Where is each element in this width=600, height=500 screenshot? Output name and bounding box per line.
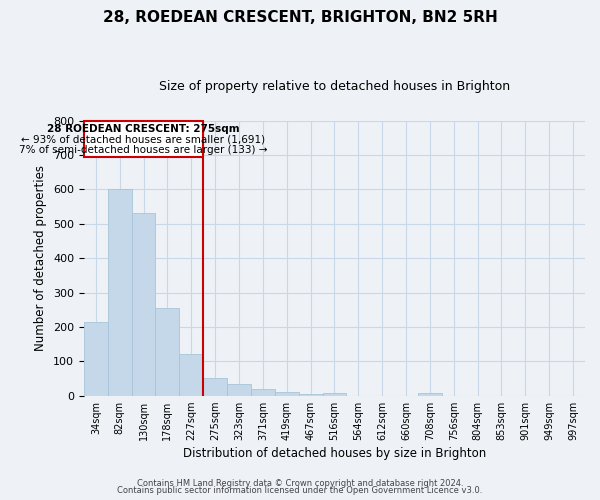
Bar (131, 214, 155, 396)
Bar (251, 389, 275, 396)
Bar (203, 378, 227, 396)
Bar (299, 394, 323, 396)
FancyBboxPatch shape (84, 120, 203, 156)
Bar (108, 190, 131, 396)
Text: ← 93% of detached houses are smaller (1,691): ← 93% of detached houses are smaller (1,… (22, 134, 266, 144)
X-axis label: Distribution of detached houses by size in Brighton: Distribution of detached houses by size … (183, 447, 486, 460)
Text: 7% of semi-detached houses are larger (133) →: 7% of semi-detached houses are larger (1… (19, 144, 268, 154)
Bar (323, 393, 346, 396)
Text: Contains HM Land Registry data © Crown copyright and database right 2024.: Contains HM Land Registry data © Crown c… (137, 478, 463, 488)
Bar (418, 393, 442, 396)
Text: 28 ROEDEAN CRESCENT: 275sqm: 28 ROEDEAN CRESCENT: 275sqm (47, 124, 240, 134)
Bar (84, 322, 108, 396)
Bar (227, 384, 251, 396)
Bar (275, 392, 299, 396)
Text: 28, ROEDEAN CRESCENT, BRIGHTON, BN2 5RH: 28, ROEDEAN CRESCENT, BRIGHTON, BN2 5RH (103, 10, 497, 25)
Title: Size of property relative to detached houses in Brighton: Size of property relative to detached ho… (159, 80, 510, 93)
Bar (155, 308, 179, 396)
Bar (179, 354, 203, 396)
Text: Contains public sector information licensed under the Open Government Licence v3: Contains public sector information licen… (118, 486, 482, 495)
Y-axis label: Number of detached properties: Number of detached properties (34, 165, 47, 351)
